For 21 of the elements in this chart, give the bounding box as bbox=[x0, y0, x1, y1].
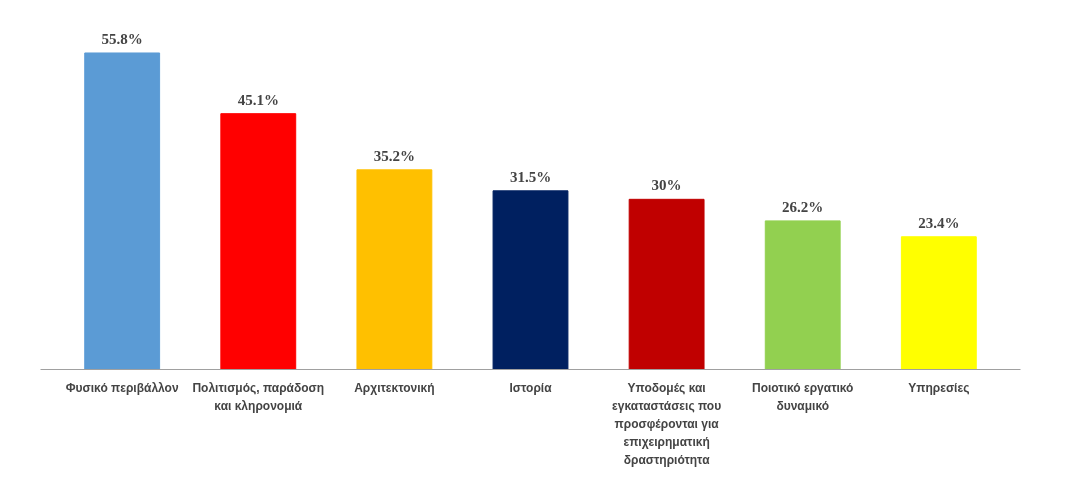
x-tick-label: Υπηρεσίες bbox=[908, 380, 970, 395]
data-label: 23.4% bbox=[918, 214, 960, 231]
data-label: 45.1% bbox=[237, 91, 279, 108]
x-tick-label: Πολιτισμός, παράδοση και κληρονομιά bbox=[192, 380, 325, 413]
bar bbox=[764, 220, 841, 370]
data-label: 55.8% bbox=[101, 30, 143, 47]
bar bbox=[220, 113, 297, 370]
data-label: 35.2% bbox=[373, 147, 416, 164]
data-label: 31.5% bbox=[509, 168, 552, 185]
bar bbox=[628, 198, 705, 370]
bar bbox=[492, 190, 569, 370]
x-tick-label: Υποδομές και εγκαταστάσεις που προσφέρονται για επιχειρηματική δραστηριότητα bbox=[612, 380, 722, 468]
data-label: 30% bbox=[651, 177, 682, 194]
x-tick-label: Ποιοτικό εργατικό δυναμικό bbox=[751, 380, 854, 413]
bar bbox=[356, 169, 433, 370]
data-label: 26.2% bbox=[782, 198, 824, 215]
bar bbox=[900, 236, 977, 370]
x-tick-label: Φυσικό περιβάλλον bbox=[65, 380, 179, 395]
x-tick-label: Αρχιτεκτονική bbox=[354, 380, 435, 395]
x-tick-label: Ιστορία bbox=[509, 380, 553, 395]
bar bbox=[84, 52, 161, 370]
